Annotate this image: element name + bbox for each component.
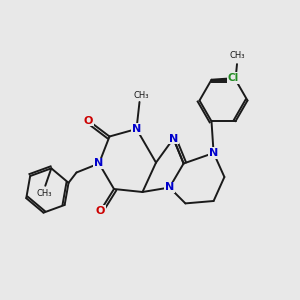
Text: CH₃: CH₃	[229, 51, 245, 60]
Text: N: N	[209, 148, 218, 158]
Text: N: N	[165, 182, 174, 193]
Text: O: O	[96, 206, 105, 216]
Text: N: N	[169, 134, 178, 144]
Text: Cl: Cl	[227, 73, 239, 83]
Text: N: N	[94, 158, 103, 169]
Text: O: O	[84, 116, 93, 126]
Text: CH₃: CH₃	[36, 189, 52, 198]
Text: CH₃: CH₃	[133, 92, 149, 100]
Text: N: N	[132, 124, 141, 134]
